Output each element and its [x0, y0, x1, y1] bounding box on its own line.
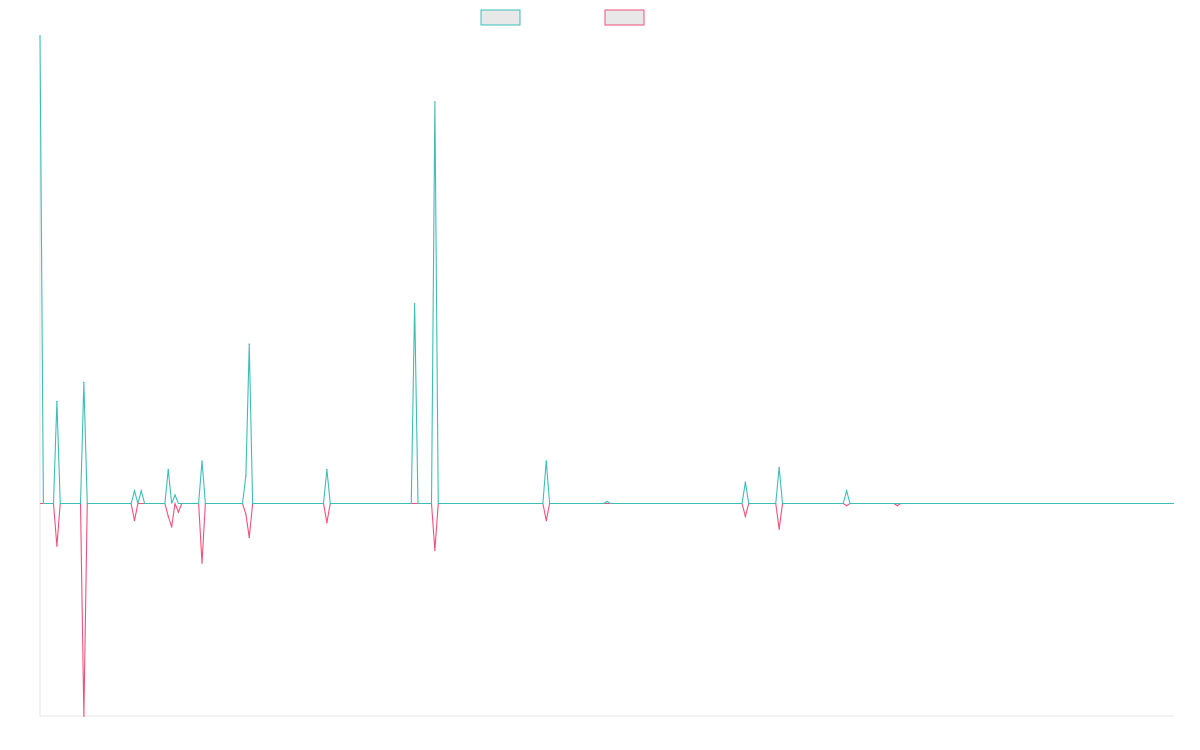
- data-point-pink: [56, 545, 58, 547]
- data-point-pink: [545, 519, 548, 522]
- data-point-teal: [201, 460, 203, 462]
- plot-area: [39, 35, 1174, 717]
- legend-swatch-pink: [604, 9, 645, 26]
- legend: [480, 9, 645, 26]
- data-point-teal: [744, 481, 747, 484]
- data-point-teal: [83, 381, 85, 384]
- data-point-teal: [39, 35, 41, 37]
- data-point-teal: [778, 466, 780, 469]
- data-point-teal: [140, 489, 143, 492]
- data-point-teal: [845, 489, 848, 492]
- data-point-pink: [896, 504, 899, 507]
- data-point-teal: [434, 101, 436, 103]
- data-point-teal: [133, 489, 136, 492]
- data-point-teal: [245, 475, 247, 477]
- data-point-teal: [248, 343, 251, 345]
- data-point-teal: [606, 500, 608, 503]
- data-point-pink: [245, 513, 247, 515]
- data-point-teal: [545, 460, 548, 462]
- data-point-pink: [778, 528, 780, 530]
- data-point-teal: [56, 400, 58, 403]
- data-point-pink: [434, 549, 436, 552]
- data-point-pink: [326, 521, 328, 524]
- data-point-teal: [326, 468, 328, 471]
- data-point-pink: [177, 511, 180, 513]
- data-point-pink: [167, 515, 170, 518]
- legend-swatch-teal: [480, 9, 521, 26]
- axes: [39, 36, 1174, 717]
- data-point-pink: [248, 536, 251, 539]
- data-point-pink: [133, 519, 136, 522]
- data-point-pink: [170, 526, 173, 528]
- data-point-teal: [174, 494, 176, 496]
- data-point-teal: [167, 468, 170, 471]
- series-line-pink: [40, 501, 1174, 717]
- data-point-pink: [201, 562, 203, 564]
- data-point-pink: [83, 715, 85, 717]
- data-point-pink: [845, 504, 848, 507]
- data-point-pink: [744, 515, 747, 518]
- data-point-teal: [413, 302, 416, 305]
- series-line-teal: [39, 35, 1174, 506]
